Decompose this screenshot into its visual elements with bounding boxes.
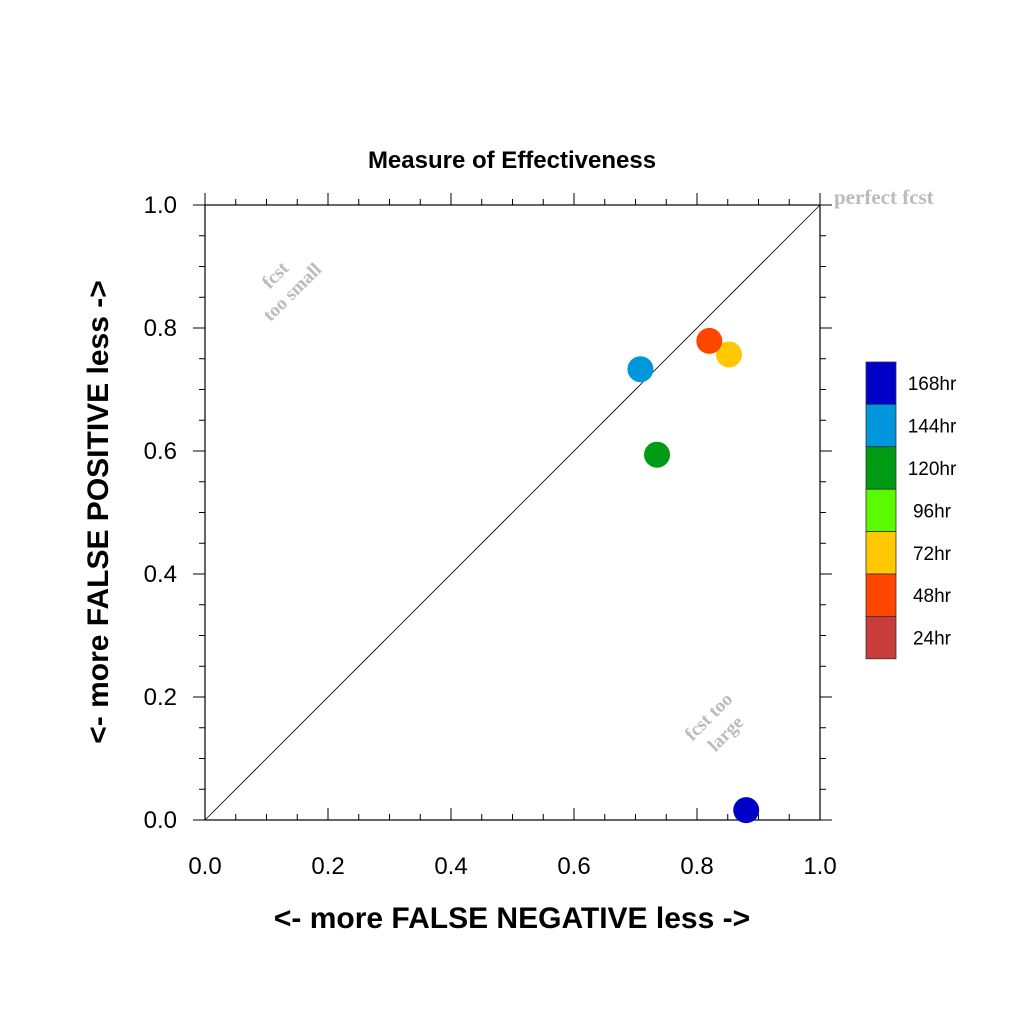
point-48hr [696, 327, 723, 354]
y-tick-label: 0.0 [144, 807, 177, 834]
legend-label-120hr: 120hr [908, 459, 957, 480]
legend-swatch-168hr [865, 361, 897, 405]
point-120hr [644, 441, 671, 468]
legend-swatch-24hr [865, 616, 897, 660]
x-tick-label: 0.8 [680, 853, 713, 880]
legend-swatch-96hr [865, 488, 897, 533]
y-tick-label: 1.0 [144, 192, 177, 219]
legend-swatch-48hr [865, 573, 897, 617]
data-points [627, 327, 760, 824]
legend-label-144hr: 144hr [908, 417, 957, 438]
annotation-fcst-too-large: fcst too large [681, 689, 748, 756]
y-tick-label: 0.6 [144, 438, 177, 465]
x-tick-label: 0.0 [188, 853, 221, 880]
annotation-fcst-too-small: fcst too small [258, 258, 326, 326]
chart-title: Measure of Effectiveness [368, 147, 656, 174]
perfect-forecast-line [204, 204, 821, 821]
legend-swatch-144hr [865, 403, 897, 448]
y-axis-label: <- more FALSE POSITIVE less -> [82, 280, 115, 744]
x-tick-labels: 0.0 0.2 0.4 0.6 0.8 1.0 [188, 853, 836, 880]
y-tick-label: 0.4 [144, 561, 177, 588]
point-168hr [733, 797, 760, 824]
legend-swatch-120hr [865, 446, 897, 490]
annotation-perfect-fcst: perfect fcst [834, 185, 934, 209]
legend: 168hr 144hr 120hr 96hr 72hr 48hr 24hr [865, 361, 957, 660]
x-tick-label: 1.0 [803, 853, 836, 880]
y-tick-label: 0.2 [144, 684, 177, 711]
legend-label-96hr: 96hr [913, 501, 952, 522]
x-tick-label: 0.4 [434, 853, 467, 880]
point-144hr [627, 356, 654, 383]
legend-label-72hr: 72hr [913, 544, 952, 565]
x-tick-label: 0.2 [311, 853, 344, 880]
y-tick-labels: 0.0 0.2 0.4 0.6 0.8 1.0 [144, 192, 177, 834]
y-tick-label: 0.8 [144, 315, 177, 342]
axis-ticks [193, 193, 832, 821]
x-tick-label: 0.6 [557, 853, 590, 880]
point-72hr [715, 341, 742, 368]
x-axis-label: <- more FALSE NEGATIVE less -> [274, 902, 750, 935]
legend-label-24hr: 24hr [913, 629, 952, 650]
legend-label-168hr: 168hr [908, 374, 957, 395]
legend-swatch-72hr [865, 531, 897, 575]
legend-label-48hr: 48hr [913, 586, 952, 607]
